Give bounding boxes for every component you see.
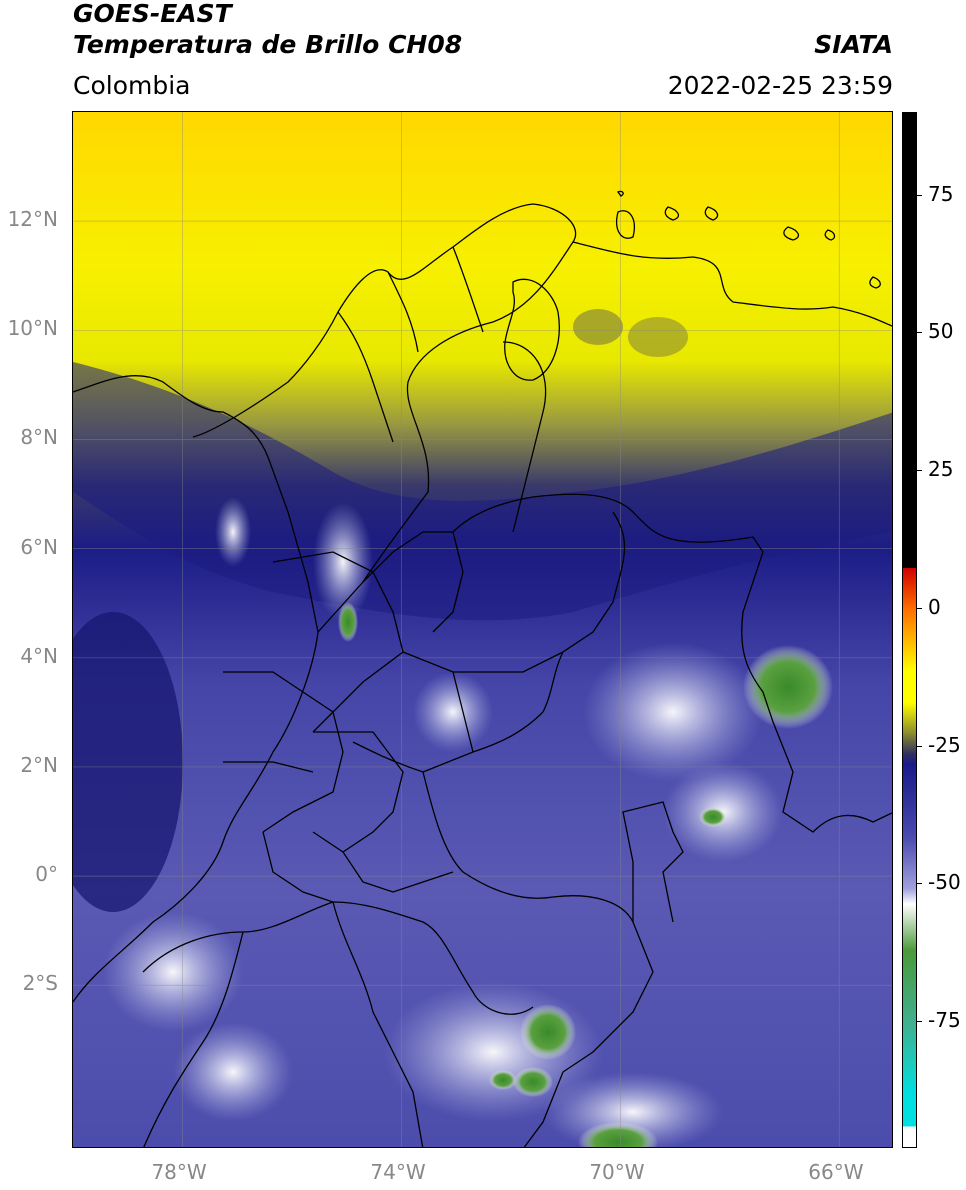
colorbar-tick-label: -75 xyxy=(928,1008,961,1033)
colorbar-tick xyxy=(917,883,922,885)
convective-cell xyxy=(699,807,727,827)
timestamp-label: 2022-02-25 23:59 xyxy=(667,71,893,100)
longitude-tick-label: 70°W xyxy=(589,1160,645,1184)
latitude-tick-label: 0° xyxy=(35,862,58,887)
colorbar-tick xyxy=(917,194,922,196)
agency-label: SIATA xyxy=(814,30,893,59)
longitude-tick-label: 66°W xyxy=(808,1160,864,1184)
colorbar-tick xyxy=(917,470,922,472)
brightness-temperature-map xyxy=(73,112,892,1147)
product-title: Temperatura de Brillo CH08 xyxy=(73,30,463,59)
cloud-cell xyxy=(313,502,373,622)
cloud-cell xyxy=(413,672,493,752)
colorbar-tick-label: 25 xyxy=(928,457,954,482)
cloud-cell xyxy=(173,1022,293,1122)
latitude-tick-label: 8°N xyxy=(20,425,58,450)
latitude-tick-label: 2°N xyxy=(20,752,58,777)
convective-cell xyxy=(520,1004,576,1060)
longitude-tick-label: 74°W xyxy=(370,1160,426,1184)
cloud-cell xyxy=(543,1072,723,1147)
latitude-tick-label: 6°N xyxy=(20,534,58,559)
colorbar-tick xyxy=(917,745,922,747)
map-panel[interactable] xyxy=(72,111,893,1148)
gridlines xyxy=(73,112,892,1147)
colorbar-tick xyxy=(917,332,922,334)
colorbar-tick xyxy=(917,607,922,609)
satellite-title: GOES-EAST xyxy=(73,0,232,28)
convective-cell xyxy=(489,1070,517,1090)
latitude-tick-label: 2°S xyxy=(22,971,58,996)
colorbar-tick-label: -25 xyxy=(928,732,961,757)
region-label: Colombia xyxy=(73,71,191,100)
convective-cell xyxy=(338,602,358,642)
colorbar-tick-label: 50 xyxy=(928,319,954,344)
latitude-tick-label: 4°N xyxy=(20,643,58,668)
colorbar-tick-label: 75 xyxy=(928,181,954,206)
cloud-cell xyxy=(103,912,243,1032)
convective-cell xyxy=(578,1122,658,1147)
latitude-tick-label: 10°N xyxy=(7,316,58,341)
convective-cell xyxy=(743,645,833,729)
cloud-cell xyxy=(215,497,251,567)
colorbar xyxy=(902,112,917,1148)
convective-cell xyxy=(513,1067,553,1097)
longitude-tick-label: 78°W xyxy=(151,1160,207,1184)
latitude-tick-label: 12°N xyxy=(7,207,58,232)
colorbar-tick-label: -50 xyxy=(928,870,961,895)
colorbar-tick-label: 0 xyxy=(928,594,941,619)
borders xyxy=(73,190,892,1147)
colorbar-tick xyxy=(917,1021,922,1023)
cloud-cell xyxy=(583,642,763,782)
